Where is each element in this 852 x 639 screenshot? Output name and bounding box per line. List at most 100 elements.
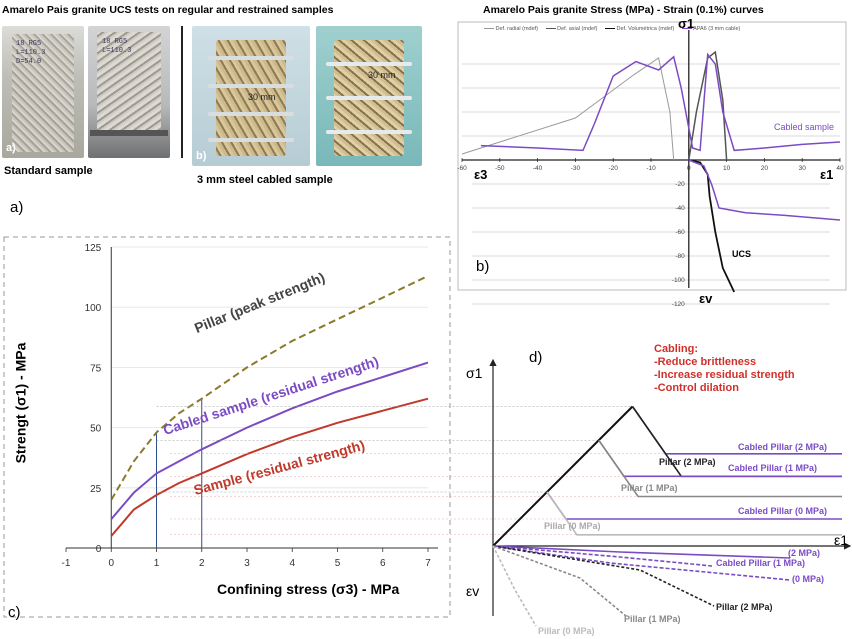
c-y-tick-label: 25 <box>90 484 102 495</box>
b-x-tick-label: -10 <box>646 165 656 172</box>
b-x-tick-label: 40 <box>836 165 844 172</box>
panel-c-frame <box>3 236 451 618</box>
panel-d-chart <box>156 358 852 627</box>
d-low-label-pillar-1: Pillar (1 MPa) <box>624 614 681 624</box>
d-axis-eps1: ε1 <box>834 532 849 548</box>
cabling-notes: Cabling: -Reduce brittleness -Increase r… <box>654 343 795 395</box>
sample-marking-2: 18 RG5 L=110.3 <box>102 38 131 56</box>
sample-line: L=110.3 <box>16 49 46 57</box>
b-axis-sigma1: σ1 <box>678 16 695 31</box>
c-series-curve <box>110 397 429 537</box>
d-label-cabled-0: Cabled Pillar (0 MPa) <box>738 506 828 516</box>
b-axis-epsv: εv <box>699 291 713 306</box>
panel-a-label: a) <box>10 199 24 216</box>
panel-c-chart: 0 25 50 75 100 125 -1 0 1 2 3 4 5 6 7 <box>3 236 451 618</box>
c-x-tick-label: 2 <box>199 558 205 569</box>
legend-swatch-apa6 <box>681 28 692 30</box>
legend-swatch-axial <box>545 28 556 30</box>
d-volumetric-curve <box>492 545 791 581</box>
c-x-tick-label: 7 <box>425 558 431 569</box>
c-x-tick-label: 1 <box>154 558 160 569</box>
d-axis-sigma1: σ1 <box>466 365 483 381</box>
b-x-tick-label: 30 <box>799 165 807 172</box>
sample-line: 18 RG5 <box>102 38 128 46</box>
c-y-tick-label: 125 <box>85 243 102 254</box>
photo-marker-b: b) <box>196 150 207 162</box>
c-y-tick-label: 100 <box>85 303 102 314</box>
b-x-tick-label: -40 <box>533 165 543 172</box>
d-label-cabled-2: Cabled Pillar (2 MPa) <box>738 442 828 452</box>
b-axis-eps3: ε3 <box>474 167 488 182</box>
panel-b-chart: -60 -50 -40 -30 -20 -100 10 20 30 40 -20 -40 -60 -80 -… <box>457 21 847 308</box>
sample-marking-1: 18 RG5 L=110.3 D=54.0 <box>16 40 45 67</box>
b-x-tick-label: -20 <box>608 165 618 172</box>
cable-spacing-label-2: 30 mm <box>368 70 396 80</box>
panel-d-label: d) <box>529 349 543 366</box>
c-x-tick-label: 3 <box>244 558 250 569</box>
c-series-curve <box>110 361 429 520</box>
standard-sample-photo-1: 18 RG5 L=110.3 D=54.0 a) <box>2 26 84 158</box>
c-series-curve <box>110 274 429 501</box>
photos-title: Amarelo Pais granite UCS tests on regula… <box>2 4 334 16</box>
d-low-label-pillar-0: Pillar (0 MPa) <box>538 626 595 636</box>
cabling-point: -Reduce brittleness <box>654 356 757 368</box>
b-y-tick-label: -40 <box>675 205 685 212</box>
legend-entry-volumetric: Def. Volumétrica (mdef) <box>616 26 675 32</box>
c-y-axis-label: Strengt (σ1) - MPa <box>12 342 29 464</box>
d-volumetric-curve <box>492 545 537 627</box>
b-series-line <box>688 50 728 161</box>
b-ucs-label: UCS <box>732 249 752 259</box>
b-axis-eps1: ε1 <box>820 167 834 182</box>
cabled-sample-caption: 3 mm steel cabled sample <box>197 174 333 186</box>
sample-line: 18 RG5 <box>16 40 42 48</box>
photo-marker-a: a) <box>6 142 16 154</box>
cabled-sample-photo-2: 30 mm <box>316 26 422 166</box>
panel-b-label: b) <box>476 258 490 275</box>
b-x-tick-label: 10 <box>723 165 731 172</box>
d-series-curve <box>598 439 842 498</box>
legend-entry-radial: Def. radial (mdef) <box>495 26 539 32</box>
cabled-sample-photo-1: 30 mm b) <box>192 26 310 166</box>
d-low-label-cabled-2: (2 MPa) <box>788 548 821 558</box>
panel-b-frame <box>457 21 847 291</box>
d-elastic-line <box>492 405 634 547</box>
cabling-point: -Control dilation <box>654 382 739 394</box>
d-volumetric-curve <box>492 545 627 617</box>
c-x-tick-label: 4 <box>289 558 295 569</box>
panel-c-label: c) <box>8 604 21 621</box>
curves-title: Amarelo Pais granite Stress (MPa) - Stra… <box>483 4 764 16</box>
b-cabled-sample-label: Cabled sample <box>774 122 835 132</box>
b-x-tick-label: 20 <box>761 165 769 172</box>
d-series-curve <box>546 491 842 536</box>
cabling-title: Cabling: <box>654 343 698 355</box>
c-x-tick-label: 0 <box>108 558 114 569</box>
b-y-tick-label: -60 <box>675 229 685 236</box>
d-low-label-pillar-2: Pillar (2 MPa) <box>716 602 773 612</box>
c-x-tick-label: 6 <box>380 558 386 569</box>
d-low-label-cabled-1: Cabled Pillar (1 MPa) <box>716 558 806 568</box>
d-low-label-cabled-0: (0 MPa) <box>792 574 825 584</box>
c-y-tick-label: 50 <box>90 424 102 435</box>
b-y-tick-label: -20 <box>675 181 685 188</box>
b-series-line <box>480 52 841 152</box>
c-y-tick-label: 75 <box>90 363 102 374</box>
sample-line: D=54.0 <box>16 58 42 66</box>
cable-spacing-label: 30 mm <box>248 92 276 102</box>
sample-line: L=110.3 <box>102 47 132 55</box>
legend-entry-apa6: APA6 (3 mm cable) <box>693 26 741 32</box>
cabling-point: -Increase residual strength <box>654 369 795 381</box>
legend-swatch-volumetric <box>604 28 615 30</box>
c-x-axis-label: Confining stress (σ3) - MPa <box>217 581 400 597</box>
d-label-pillar-0: Pillar (0 MPa) <box>544 521 601 531</box>
b-series-line <box>688 159 841 221</box>
d-axis-epsv: εv <box>466 583 480 599</box>
b-series-line <box>688 159 736 293</box>
d-label-pillar-2: Pillar (2 MPa) <box>659 457 716 467</box>
standard-sample-caption: Standard sample <box>4 165 93 177</box>
b-x-tick-label: -50 <box>495 165 505 172</box>
b-y-tick-label: -120 <box>672 301 685 308</box>
b-y-tick-label: -80 <box>675 253 685 260</box>
c-x-tick-label: 5 <box>335 558 341 569</box>
d-volumetric-curve <box>492 545 791 559</box>
c-x-tick-label: -1 <box>62 558 71 569</box>
